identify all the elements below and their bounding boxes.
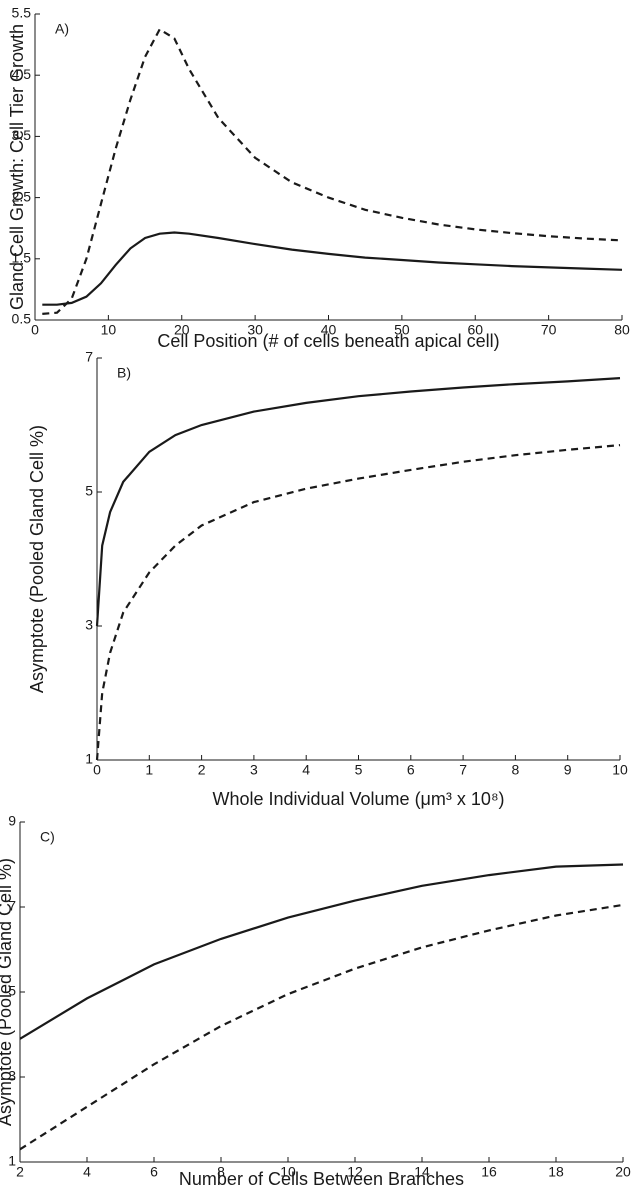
y-tick-label: 3: [85, 617, 93, 633]
y-axis-label: Asymptote (Pooled Gland Cell %): [0, 858, 15, 1126]
y-tick-label: 3: [8, 1068, 16, 1084]
x-tick-label: 0: [31, 322, 39, 338]
y-tick-label: 9: [8, 813, 16, 829]
x-tick-label: 60: [467, 322, 483, 338]
panel-label: B): [117, 365, 131, 381]
x-tick-label: 80: [614, 322, 630, 338]
x-tick-label: 2: [198, 762, 206, 778]
y-tick-label: 7: [8, 898, 16, 914]
x-tick-label: 20: [174, 322, 190, 338]
x-tick-label: 18: [548, 1164, 564, 1180]
line-series: [95, 444, 621, 761]
line-series: [42, 27, 623, 315]
x-tick-label: 10: [101, 322, 117, 338]
y-axis-label: Asymptote (Pooled Gland Cell %): [27, 425, 47, 693]
y-tick-label: 5: [85, 483, 93, 499]
y-tick-label: 7: [85, 349, 93, 365]
x-tick-label: 2: [16, 1164, 24, 1180]
x-tick-label: 0: [93, 762, 101, 778]
y-tick-label: 0.5: [12, 311, 32, 327]
x-tick-label: 3: [250, 762, 258, 778]
x-tick-label: 12: [347, 1164, 363, 1180]
x-tick-label: 1: [145, 762, 153, 778]
x-tick-label: 6: [150, 1164, 158, 1180]
x-axis-label: Whole Individual Volume (μm³ x 10⁸): [212, 789, 504, 809]
x-tick-label: 8: [512, 762, 520, 778]
x-tick-label: 20: [615, 1164, 631, 1180]
y-tick-label: 5.5: [12, 5, 32, 21]
x-tick-label: 4: [302, 762, 310, 778]
x-tick-label: 4: [83, 1164, 91, 1180]
line-series: [19, 863, 624, 1040]
x-tick-label: 70: [541, 322, 557, 338]
y-tick-label: 4.5: [12, 66, 32, 82]
x-tick-label: 10: [612, 762, 628, 778]
x-tick-label: 40: [321, 322, 337, 338]
line-series: [95, 377, 621, 627]
y-tick-label: 3.5: [12, 127, 32, 143]
y-axis-label: Gland Cell Growth: Cell Tier Growth: [7, 24, 27, 310]
panel-label: C): [40, 829, 55, 845]
y-tick-label: 2.5: [12, 188, 32, 204]
x-tick-label: 6: [407, 762, 415, 778]
x-tick-label: 16: [481, 1164, 497, 1180]
x-tick-label: 5: [355, 762, 363, 778]
x-tick-label: 10: [280, 1164, 296, 1180]
panel-label: A): [55, 21, 69, 37]
x-tick-label: 14: [414, 1164, 430, 1180]
y-tick-label: 1: [85, 751, 93, 767]
y-tick-label: 1.5: [12, 250, 32, 266]
y-tick-label: 1: [8, 1153, 16, 1169]
line-series: [19, 903, 624, 1151]
x-axis-label: Cell Position (# of cells beneath apical…: [157, 331, 499, 351]
x-axis-label: Number of Cells Between Branches: [179, 1169, 464, 1189]
x-tick-label: 7: [459, 762, 467, 778]
x-tick-label: 30: [247, 322, 263, 338]
x-tick-label: 9: [564, 762, 572, 778]
x-tick-label: 8: [217, 1164, 225, 1180]
y-tick-label: 5: [8, 983, 16, 999]
line-series: [42, 231, 623, 306]
x-tick-label: 50: [394, 322, 410, 338]
